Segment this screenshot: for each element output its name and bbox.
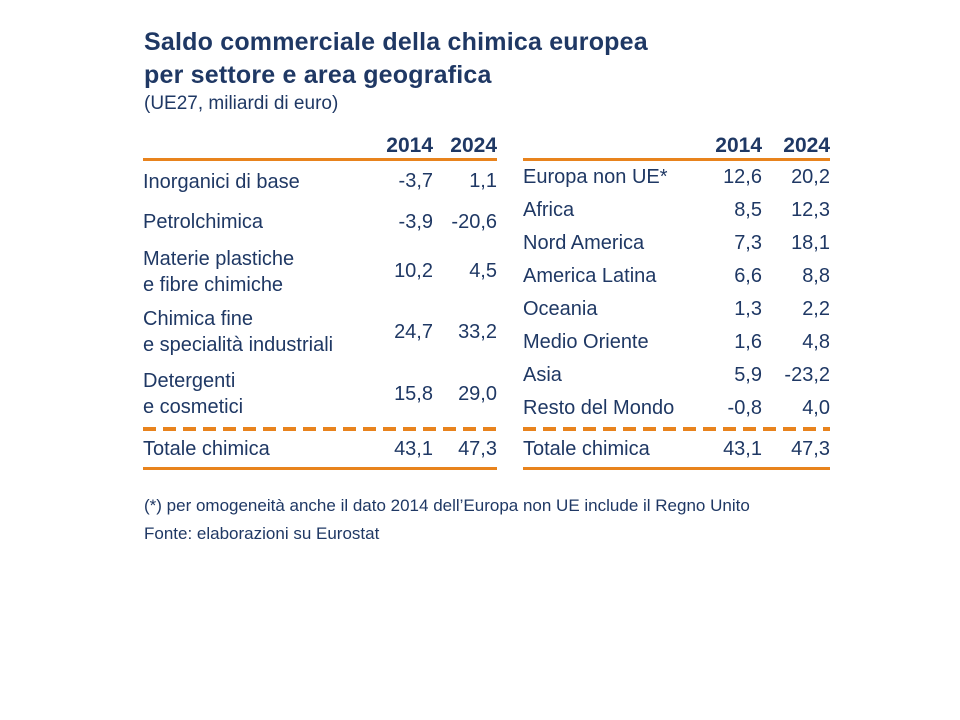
total-row: Totale chimica 43,1 47,3 xyxy=(143,431,497,470)
total-label: Totale chimica xyxy=(143,437,270,460)
table-row: Nord America 7,3 18,1 xyxy=(523,227,830,260)
row-label: Petrolchimica xyxy=(143,209,369,235)
row-label: Resto del Mondo xyxy=(523,397,675,419)
cell-2024: -20,6 xyxy=(451,210,497,233)
total-row: Totale chimica 43,1 47,3 xyxy=(523,431,830,470)
page-title: Saldo commerciale della chimica europea … xyxy=(144,26,648,92)
cell-2014: 1,3 xyxy=(734,298,762,320)
column-header-2024: 2024 xyxy=(783,134,830,157)
cell-2024: 1,1 xyxy=(469,170,497,192)
table-row: Resto del Mondo -0,8 4,0 xyxy=(523,392,830,425)
footnote-block: (*) per omogeneità anche il dato 2014 de… xyxy=(144,492,750,548)
row-label: America Latina xyxy=(523,265,657,287)
row-label-line: Detergenti xyxy=(143,370,236,392)
cell-2024: 4,8 xyxy=(802,331,830,353)
row-label: Materie plastiche e fibre chimiche xyxy=(143,246,369,298)
total-label: Totale chimica xyxy=(523,437,650,460)
row-label-line: Materie plastiche xyxy=(143,247,295,270)
title-line-2: per settore e area geografica xyxy=(144,61,492,89)
cell-2014: -3,7 xyxy=(398,170,433,192)
cell-2014: 6,6 xyxy=(734,265,762,287)
total-cell-2014: 43,1 xyxy=(723,437,762,460)
column-header-2014: 2014 xyxy=(386,134,433,157)
cell-2014: 24,7 xyxy=(394,320,433,343)
row-label-line: Chimica fine xyxy=(143,308,254,330)
cell-2014: -3,9 xyxy=(398,210,433,233)
cell-2014: 15,8 xyxy=(394,382,433,405)
cell-2024: 4,5 xyxy=(469,260,497,282)
geo-table: 2014 2024 Europa non UE* 12,6 20,2 Afric… xyxy=(523,131,830,470)
row-label: Oceania xyxy=(523,298,598,320)
row-label-line: Petrolchimica xyxy=(143,211,264,233)
source-note: Fonte: elaborazioni su Eurostat xyxy=(144,524,380,543)
total-cell-2024: 47,3 xyxy=(458,437,497,460)
row-label: Medio Oriente xyxy=(523,331,649,353)
table-row: Detergenti e cosmetici 15,8 29,0 xyxy=(143,363,497,425)
cell-2024: 20,2 xyxy=(791,166,830,188)
cell-2024: 8,8 xyxy=(802,265,830,287)
row-label: Africa xyxy=(523,199,575,221)
column-header-2014: 2014 xyxy=(715,134,762,157)
row-label-line: Inorganici di base xyxy=(143,170,300,193)
row-label-line: e fibre chimiche xyxy=(143,273,284,296)
cell-2024: 29,0 xyxy=(458,382,497,405)
table-row: Africa 8,5 12,3 xyxy=(523,194,830,227)
total-cell-2024: 47,3 xyxy=(791,437,830,460)
cell-2014: 12,6 xyxy=(723,166,762,188)
row-label-line: e specialità industriali xyxy=(143,334,334,356)
dashed-divider xyxy=(523,427,830,431)
cell-2024: 4,0 xyxy=(802,397,830,419)
row-label: Europa non UE* xyxy=(523,166,668,188)
subtitle: (UE27, miliardi di euro) xyxy=(144,93,339,114)
cell-2014: 1,6 xyxy=(734,331,762,353)
cell-2024: -23,2 xyxy=(784,364,830,386)
cell-2014: 8,5 xyxy=(734,199,762,221)
sector-table: 2014 2024 Inorganici di base -3,7 1,1 Pe… xyxy=(143,131,497,470)
row-label: Inorganici di base xyxy=(143,169,369,195)
total-cell-2014: 43,1 xyxy=(394,437,433,460)
sector-table-header: 2014 2024 xyxy=(143,131,497,161)
row-label: Asia xyxy=(523,364,562,386)
table-row: Chimica fine e specialità industriali 24… xyxy=(143,301,497,363)
row-label: Nord America xyxy=(523,232,645,254)
title-line-1: Saldo commerciale della chimica europea xyxy=(144,28,648,56)
cell-2024: 18,1 xyxy=(791,232,830,254)
dashed-divider xyxy=(143,427,497,431)
table-row: Oceania 1,3 2,2 xyxy=(523,293,830,326)
table-row: America Latina 6,6 8,8 xyxy=(523,260,830,293)
cell-2014: 7,3 xyxy=(734,232,762,254)
cell-2014: -0,8 xyxy=(727,397,762,419)
table-row: Medio Oriente 1,6 4,8 xyxy=(523,326,830,359)
table-row: Petrolchimica -3,9 -20,6 xyxy=(143,202,497,242)
footnote-asterisk: (*) per omogeneità anche il dato 2014 de… xyxy=(144,496,750,515)
row-label-line: e cosmetici xyxy=(143,396,244,418)
table-row: Inorganici di base -3,7 1,1 xyxy=(143,161,497,202)
column-header-2024: 2024 xyxy=(450,134,497,157)
geo-table-header: 2014 2024 xyxy=(523,131,830,161)
cell-2024: 33,2 xyxy=(458,320,497,343)
row-label: Chimica fine e specialità industriali xyxy=(143,306,369,358)
table-row: Europa non UE* 12,6 20,2 xyxy=(523,161,830,194)
row-label: Detergenti e cosmetici xyxy=(143,368,369,420)
table-row: Asia 5,9 -23,2 xyxy=(523,359,830,392)
table-row: Materie plastiche e fibre chimiche 10,2 … xyxy=(143,242,497,301)
cell-2024: 12,3 xyxy=(791,199,830,221)
cell-2024: 2,2 xyxy=(802,298,830,320)
cell-2014: 10,2 xyxy=(394,260,433,282)
cell-2014: 5,9 xyxy=(734,364,762,386)
